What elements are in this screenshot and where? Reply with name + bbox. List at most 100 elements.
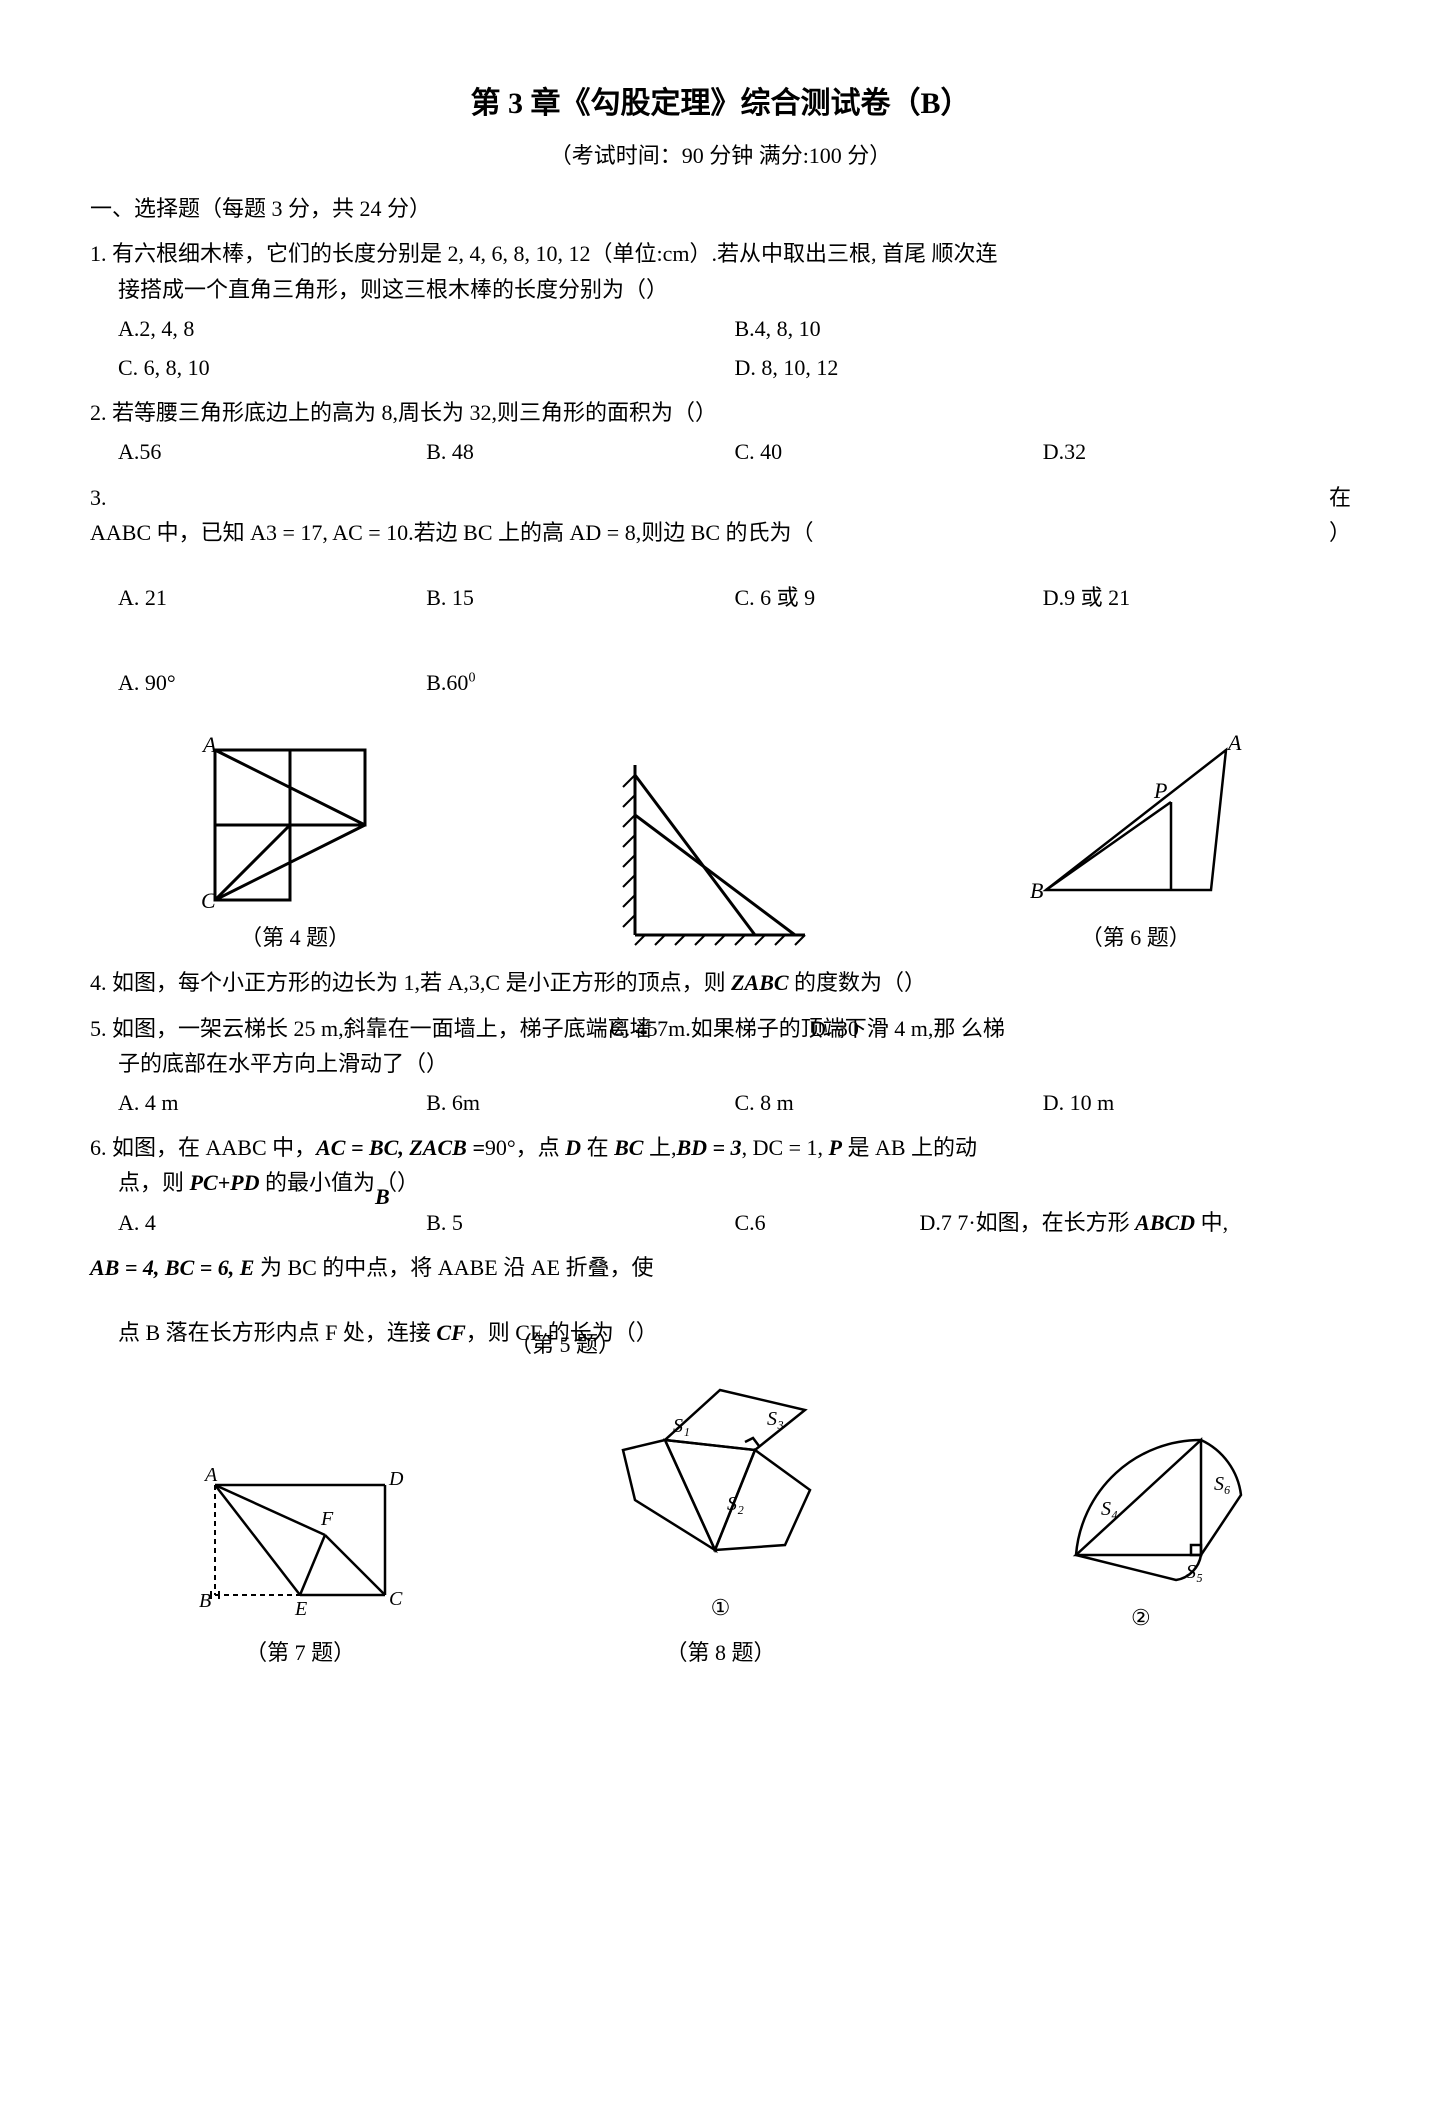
- fig7-col: A D B C E F （第 7 题）: [185, 1455, 415, 1670]
- fig8b-col: S₄ S₅ S₆ ②: [1026, 1400, 1256, 1670]
- q5: 5. 如图，一架云梯长 25 m,斜靠在一面墙上，梯子底端离墙 7m.如果梯子的…: [90, 1011, 1351, 1121]
- q5-line2: 子的底部在水平方向上滑动了（）: [90, 1046, 1351, 1081]
- fig4-svg: A C: [185, 730, 405, 910]
- q3-num: 3.: [90, 480, 107, 515]
- fig7-E: E: [294, 1598, 307, 1620]
- q4-zabc: ZABC: [731, 970, 788, 995]
- fig8b-num: ②: [1131, 1600, 1151, 1635]
- q2-opt-d: D.32: [1043, 434, 1351, 469]
- q7-line2: 点 B 落在长方形内点 F 处，连接 CF，则 CF 的长为（） （第 5 题）: [90, 1315, 1351, 1350]
- q3-paren: ）: [1329, 515, 1351, 550]
- q7-l2a: 点 B 落在长方形内点 F 处，连接: [118, 1320, 436, 1345]
- q4-opt-a: A. 90°: [118, 665, 426, 700]
- q6-D: D: [565, 1135, 581, 1160]
- fig7-F: F: [320, 1508, 334, 1530]
- fig7-A: A: [203, 1464, 218, 1486]
- q1-line1: 1. 有六根细木棒，它们的长度分别是 2, 4, 6, 8, 10, 12（单位…: [90, 236, 1351, 271]
- q6-l2a: 点，则: [118, 1170, 190, 1195]
- q6-BD: BD = 3: [676, 1135, 741, 1160]
- fig5-col: [595, 755, 825, 955]
- fig6-caption: （第 6 题）: [1081, 920, 1191, 955]
- fig6-B: B: [1030, 878, 1043, 903]
- q7-rest: 为 BC 的中点，将 AABE 沿 AE 折叠，使: [260, 1255, 654, 1280]
- q3: 3. 在 AABC 中，已知 A3 = 17, AC = 10.若边 BC 上的…: [90, 480, 1351, 616]
- fig4-caption: （第 4 题）: [240, 920, 350, 955]
- fig8a-svg: S₁ S₂ S₃: [605, 1380, 835, 1580]
- figure-row-2: A D B C E F （第 7 题） S₁ S: [90, 1380, 1351, 1670]
- q3-opt-b: B. 15: [426, 580, 734, 615]
- q4-opt-b-pre: B.60: [426, 670, 468, 695]
- q6: 6. 如图，在 AABC 中，AC = BC, ZACB =90°，点 D 在 …: [90, 1130, 1351, 1240]
- q6d-post: 中,: [1195, 1210, 1228, 1235]
- q6-l2b: 的最小值为（）: [260, 1170, 420, 1195]
- fig8b-S4: S₄: [1101, 1498, 1118, 1520]
- q7-ab: AB = 4,: [90, 1255, 159, 1280]
- fig6-svg: A B P: [1016, 730, 1256, 910]
- q6-c: 在: [581, 1135, 614, 1160]
- section-1-header: 一、选择题（每题 3 分，共 24 分）: [90, 191, 1351, 226]
- q2-opt-a: A.56: [118, 434, 426, 469]
- q6-opt-b: B. 5: [426, 1205, 734, 1240]
- page-title: 第 3 章《勾股定理》综合测试卷（B）: [90, 80, 1351, 128]
- q5-opt-b: B. 6m: [426, 1085, 734, 1120]
- q1-line2: 接搭成一个直角三角形，则这三根木棒的长度分别为（）: [90, 272, 1351, 307]
- q6-f: 是 AB 上的动: [842, 1135, 977, 1160]
- fig7-svg: A D B C E F: [185, 1455, 415, 1625]
- q3-opt-d: D.9 或 21: [1043, 580, 1351, 615]
- fig7-D: D: [388, 1468, 404, 1490]
- q2-opt-c: C. 40: [735, 434, 1043, 469]
- q6-b: 90°，点: [485, 1135, 565, 1160]
- q6-a: 6. 如图，在 AABC 中，: [90, 1135, 316, 1160]
- q6d-abcd: ABCD: [1135, 1210, 1195, 1235]
- q6-d: 上,: [643, 1135, 676, 1160]
- q2: 2. 若等腰三角形底边上的高为 8,周长为 32,则三角形的面积为（） A.56…: [90, 395, 1351, 469]
- q3-line2: AABC 中，已知 A3 = 17, AC = 10.若边 BC 上的高 AD …: [90, 515, 814, 550]
- fig7-B: B: [199, 1590, 211, 1612]
- q6-opt-d: D.7 7·如图，在长方形 ABCD 中,: [919, 1205, 1351, 1240]
- q1: 1. 有六根细木棒，它们的长度分别是 2, 4, 6, 8, 10, 12（单位…: [90, 236, 1351, 385]
- q4-opt-b: B.600: [426, 665, 734, 700]
- q6-i2: ZACB =: [404, 1135, 485, 1160]
- q6-BC: BC: [614, 1135, 643, 1160]
- q1-opt-c: C. 6, 8, 10: [118, 350, 735, 385]
- fig8a-S2: S₂: [727, 1493, 744, 1515]
- fig4-C: C: [201, 888, 216, 910]
- q5-opt-c: C. 8 m: [735, 1085, 1043, 1120]
- q4-text-pre: 4. 如图，每个小正方形的边长为 1,若 A,3,C 是小正方形的顶点，则: [90, 970, 731, 995]
- fig8a-num: ①: [711, 1590, 731, 1625]
- q6-i1: AC = BC,: [316, 1135, 404, 1160]
- q1-opt-d: D. 8, 10, 12: [735, 350, 1352, 385]
- q6-P: P: [829, 1135, 842, 1160]
- q7-bc: BC = 6, E: [165, 1255, 255, 1280]
- fig6-P: P: [1153, 778, 1167, 803]
- q5-opt-a: A. 4 m: [118, 1085, 426, 1120]
- q3-opt-c: C. 6 或 9: [735, 580, 1043, 615]
- fig8b-S6: S₆: [1214, 1473, 1231, 1495]
- q4-opt-b-sup: 0: [468, 671, 475, 686]
- q4: 4. 如图，每个小正方形的边长为 1,若 A,3,C 是小正方形的顶点，则 ZA…: [90, 965, 1351, 1000]
- q2-opt-b: B. 48: [426, 434, 734, 469]
- fig5-svg: [595, 755, 825, 955]
- q1-opt-a: A.2, 4, 8: [118, 311, 735, 346]
- q6d-pre: D.7 7·如图，在长方形: [919, 1210, 1135, 1235]
- fig8b-S5: S₅: [1186, 1561, 1203, 1583]
- fig8-caption: （第 8 题）: [665, 1635, 775, 1670]
- fig8a-col: S₁ S₂ S₃ ① （第 8 题）: [605, 1380, 835, 1670]
- q6-opt-c: C.6: [735, 1205, 920, 1240]
- q1-opt-b: B.4, 8, 10: [735, 311, 1352, 346]
- q6-pcpd: PC+PD: [190, 1170, 260, 1195]
- q5-line1: 5. 如图，一架云梯长 25 m,斜靠在一面墙上，梯子底端离墙 7m.如果梯子的…: [90, 1016, 1005, 1041]
- q5-opt-d: D. 10 m: [1043, 1085, 1351, 1120]
- fig5-caption-overlap: （第 5 题）: [510, 1327, 620, 1362]
- q6-B-stray: B: [375, 1179, 390, 1214]
- q7-cf: CF: [436, 1320, 465, 1345]
- fig6-col: A B P （第 6 题）: [1016, 730, 1256, 955]
- q5-overlay-d30: D. 30: [810, 1011, 859, 1046]
- figure-row-1: A C （第 4 题）: [90, 730, 1351, 955]
- q7: AB = 4, BC = 6, E 为 BC 的中点，将 AABE 沿 AE 折…: [90, 1250, 1351, 1285]
- q4-text-post: 的度数为（）: [789, 970, 927, 995]
- fig8b-svg: S₄ S₅ S₆: [1026, 1400, 1256, 1590]
- q5-overlay-c45: C. 45: [610, 1011, 658, 1046]
- fig6-A: A: [1226, 730, 1242, 755]
- fig8a-S1: S₁: [673, 1415, 690, 1437]
